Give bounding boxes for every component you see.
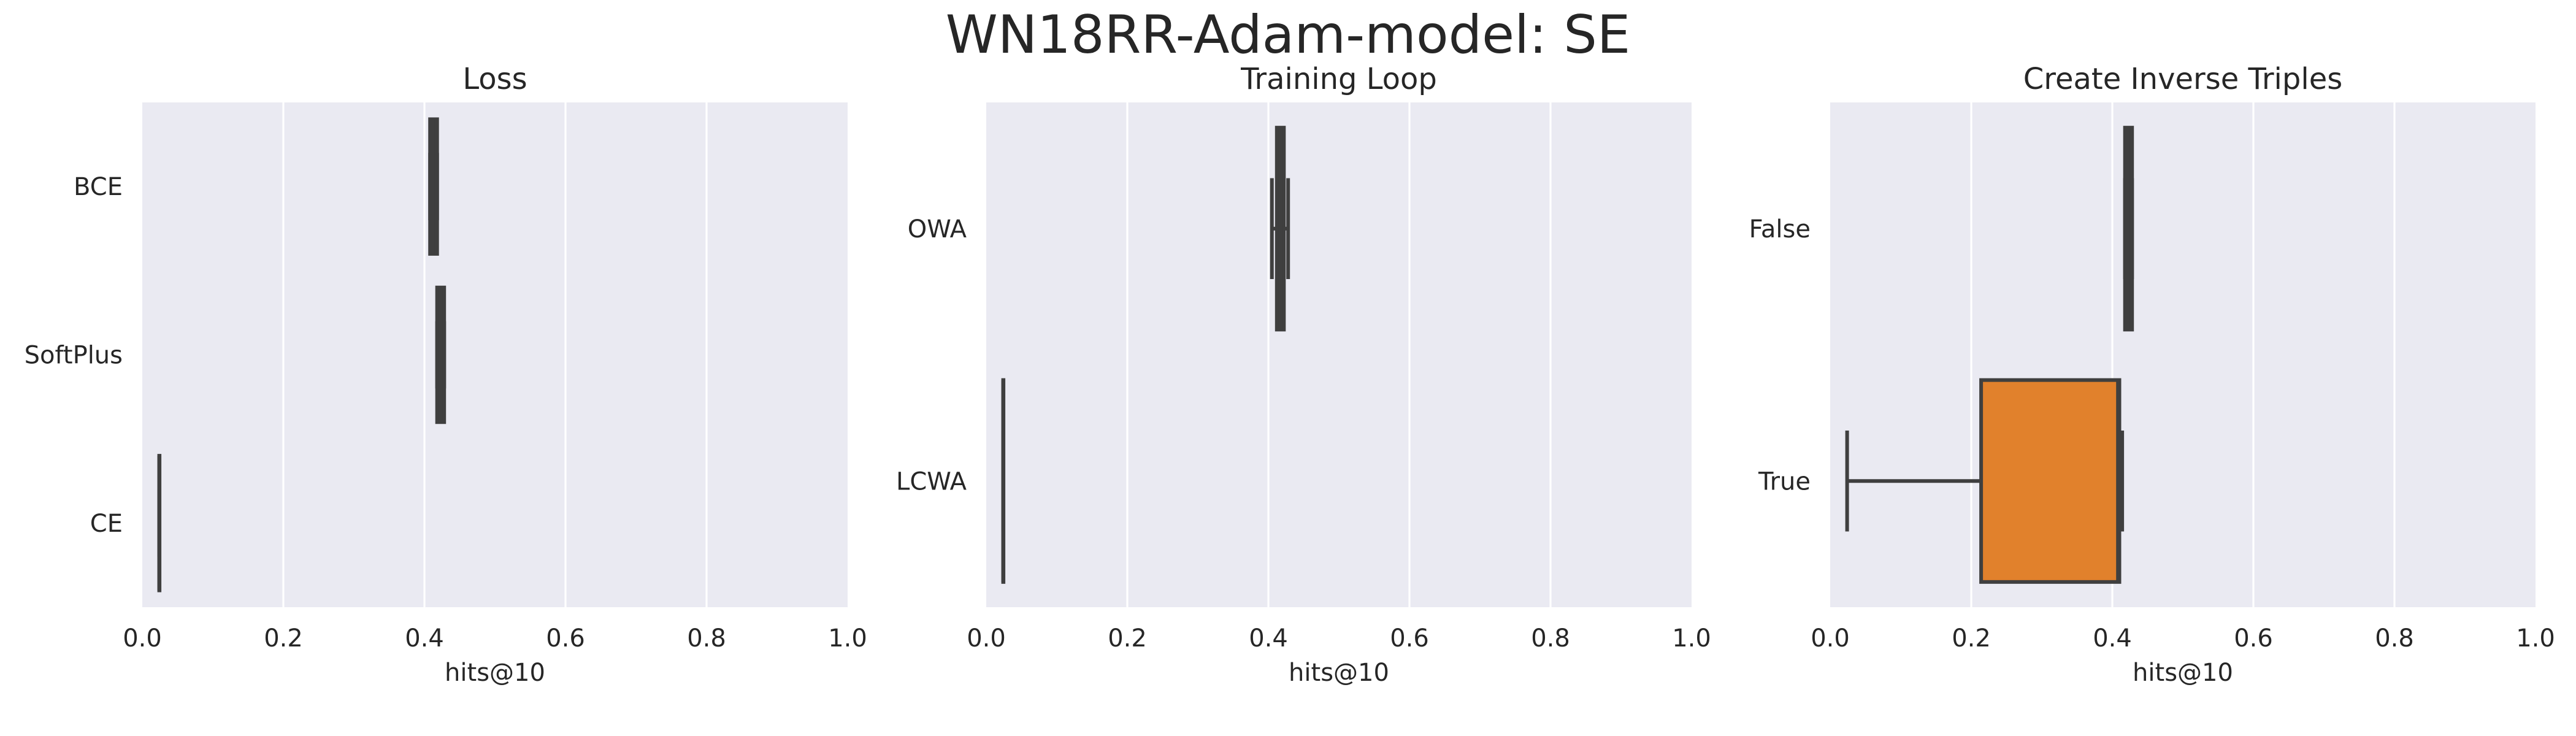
plot-area <box>142 102 848 607</box>
box-lcwa <box>1001 378 1006 584</box>
panel-create-inverse-triples: Create Inverse Triples 0.0 0.2 0.4 0.6 0.8 1.0… <box>1749 62 2555 687</box>
box-softplus <box>435 285 447 424</box>
y-tick-label: True <box>1758 467 1811 496</box>
box-ce <box>157 454 162 592</box>
subplot-title: Training Loop <box>1240 62 1437 96</box>
panel-training-loop: Training Loop 0.0 0.2 0.4 0.6 0.8 1.0 hits@10 OW… <box>896 62 1711 687</box>
y-tick-label: False <box>1749 215 1811 243</box>
x-axis-label: hits@10 <box>445 659 545 687</box>
x-tick-label: 0.2 <box>1952 624 1991 653</box>
x-tick-label: 0.0 <box>1811 624 1850 653</box>
x-tick-label: 1.0 <box>2516 624 2555 653</box>
y-tick-label: OWA <box>908 215 967 243</box>
x-tick-label: 0.2 <box>264 624 303 653</box>
x-tick-label: 0.8 <box>687 624 726 653</box>
x-tick-label: 0.4 <box>1249 624 1288 653</box>
plot-area <box>986 102 1692 607</box>
x-tick-label: 1.0 <box>828 624 867 653</box>
y-tick-label: BCE <box>74 173 123 201</box>
subplot-title: Create Inverse Triples <box>2023 62 2342 96</box>
y-tick-label: SoftPlus <box>25 342 123 370</box>
x-tick-label: 0.6 <box>1390 624 1429 653</box>
x-tick-label: 0.4 <box>2093 624 2132 653</box>
plot-area <box>1830 102 2536 607</box>
x-tick-label: 0.6 <box>2234 624 2273 653</box>
x-tick-label: 0.8 <box>2375 624 2414 653</box>
x-tick-label: 0.0 <box>967 624 1006 653</box>
x-axis-label: hits@10 <box>2133 659 2233 687</box>
panel-loss: Loss 0.0 0.2 0.4 0.6 0.8 1.0 hits@10 BCE SoftPlus… <box>25 62 867 687</box>
x-tick-label: 0.2 <box>1108 624 1147 653</box>
x-axis-label: hits@10 <box>1289 659 1389 687</box>
box-false <box>2123 126 2134 332</box>
x-tick-label: 0.8 <box>1531 624 1570 653</box>
box-owa <box>1270 126 1290 332</box>
subplot-title: Loss <box>462 62 527 96</box>
x-tick-label: 0.4 <box>405 624 444 653</box>
box-body <box>1979 378 2122 584</box>
figure-title: WN18RR-Adam-model: SE <box>945 4 1631 66</box>
x-tick-label: 1.0 <box>1672 624 1711 653</box>
x-tick-label: 0.6 <box>546 624 585 653</box>
box-bce <box>428 117 439 256</box>
y-tick-label: LCWA <box>896 467 967 496</box>
x-tick-label: 0.0 <box>123 624 162 653</box>
y-tick-label: CE <box>90 510 123 538</box>
box-true <box>1845 378 2125 584</box>
